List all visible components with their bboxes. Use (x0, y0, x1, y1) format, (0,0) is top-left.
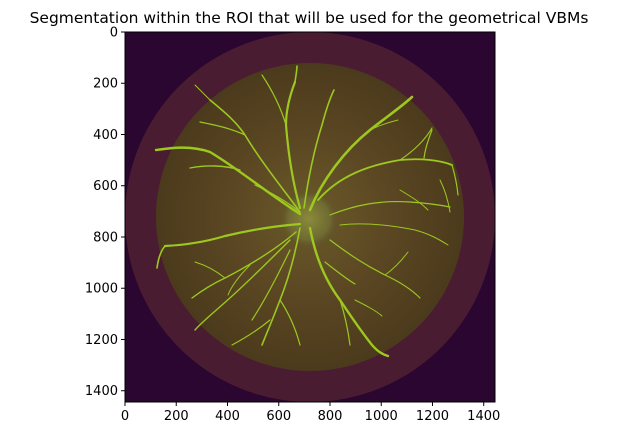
x-axis: 0 200 400 600 800 1000 1200 1400 (121, 402, 500, 424)
vessel-segment (227, 264, 251, 296)
x-tick-label: 1000 (365, 409, 398, 424)
x-tick-label: 1200 (416, 409, 449, 424)
vessel-segment (154, 146, 302, 216)
vessel-segment (324, 261, 356, 285)
vessel-segment (261, 74, 287, 126)
vessel-segment (194, 84, 211, 101)
vessel-segmentation (154, 65, 459, 358)
y-tick-label: 1200 (85, 333, 118, 348)
x-tick-label: 200 (164, 409, 189, 424)
vessel-segment (189, 165, 241, 171)
y-tick-label: 200 (93, 77, 118, 92)
vessel-segment (294, 65, 298, 83)
vessel-segment (303, 89, 335, 209)
vessel-segment (369, 119, 399, 131)
y-tick-label: 800 (93, 230, 118, 245)
chart-title: Segmentation within the ROI that will be… (30, 9, 589, 27)
y-tick-label: 600 (93, 179, 118, 194)
vessel-segment (384, 251, 409, 276)
vessel-segment (354, 299, 383, 317)
vessel-segment (329, 201, 451, 216)
vessel-segment (339, 299, 351, 346)
vessel-segment (194, 239, 291, 331)
vessel-segment (339, 223, 449, 246)
x-tick-label: 800 (318, 409, 343, 424)
vessel-segment (451, 164, 459, 196)
vessel-segment (156, 245, 166, 269)
vessel-segment (163, 222, 302, 248)
y-tick-label: 1400 (85, 384, 118, 399)
vessel-segment (251, 249, 291, 321)
vessel-segment (399, 189, 429, 211)
x-tick-label: 400 (215, 409, 240, 424)
vessel-segment (308, 226, 390, 358)
vessel-segment (254, 184, 301, 213)
vessel-segment (399, 127, 433, 161)
x-tick-label: 600 (266, 409, 291, 424)
y-tick-label: 400 (93, 128, 118, 143)
vessel-segment (199, 121, 246, 136)
vessel-segment (439, 179, 451, 213)
vessel-segment (308, 95, 414, 212)
plot-frame (124, 31, 496, 403)
x-tick-label: 1400 (467, 409, 500, 424)
y-tick-label: 0 (110, 26, 118, 41)
vessel-segment (423, 129, 433, 159)
vessel-segment (279, 299, 301, 346)
vessel-segment (231, 319, 271, 346)
x-tick-label: 0 (121, 409, 129, 424)
y-axis: 0 200 400 600 800 1000 1200 1400 (85, 26, 125, 399)
vessel-segment (194, 261, 226, 279)
y-tick-label: 1000 (85, 282, 118, 297)
